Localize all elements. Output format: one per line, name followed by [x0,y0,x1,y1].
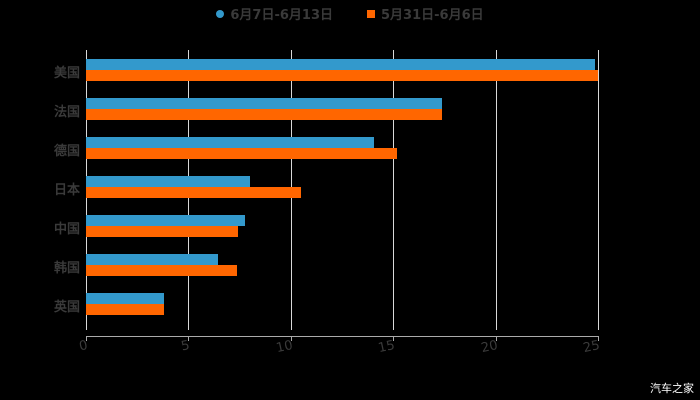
gridline [495,50,497,330]
x-axis [86,336,598,337]
x-tick-label: 10 [274,338,294,357]
category-label: 德国 [53,144,80,159]
bar-series1[interactable] [86,254,219,265]
x-tick [188,336,190,341]
bar-series2[interactable] [86,148,398,159]
category-label: 英国 [53,300,80,315]
bar-series1[interactable] [86,98,443,109]
category-label: 法国 [53,105,80,120]
x-tick-label: 20 [479,338,499,357]
gridline [598,50,599,330]
legend-label-series2: 5月31日-6月6日 [381,8,484,23]
category-label: 美国 [53,66,80,81]
x-tick [495,336,497,341]
x-tick [393,336,395,341]
bar-series1[interactable] [86,59,595,70]
x-tick [86,336,87,341]
chart-legend: 6月7日-6月13日 5月31日-6月6日 [0,4,700,23]
bar-series1[interactable] [86,215,245,226]
bar-series2[interactable] [86,109,443,120]
series1-marker-icon [216,9,225,18]
x-tick-label: 5 [180,338,192,355]
bar-series2[interactable] [86,304,164,315]
plot-area [86,50,599,330]
category-label: 中国 [53,222,80,237]
series2-marker-icon [367,9,375,18]
bar-series2[interactable] [86,70,598,81]
bar-series2[interactable] [86,187,302,198]
bar-series2[interactable] [86,265,237,276]
x-tick [598,336,599,341]
bar-series1[interactable] [86,293,164,304]
gridline [393,50,395,330]
legend-item-series2[interactable]: 5月31日-6月6日 [367,4,484,23]
watermark: 汽车之家 [650,382,694,395]
x-tick-label: 25 [581,338,602,357]
legend-label-series1: 6月7日-6月13日 [230,8,333,23]
category-label: 韩国 [53,261,80,276]
legend-item-series1[interactable]: 6月7日-6月13日 [216,4,333,23]
x-tick-label: 0 [77,338,90,355]
category-label: 日本 [53,183,80,198]
bar-series2[interactable] [86,226,238,237]
x-tick-label: 15 [377,338,397,357]
x-tick [290,336,292,341]
bar-series1[interactable] [86,176,250,187]
bar-series1[interactable] [86,137,374,148]
